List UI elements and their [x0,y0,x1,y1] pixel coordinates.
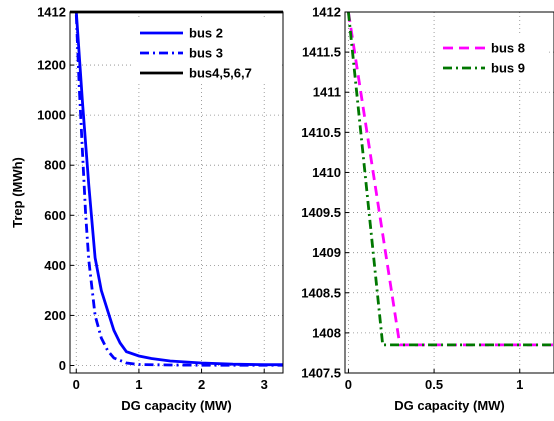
legend-label: bus 3 [189,46,223,61]
legend-label: bus 9 [491,61,525,76]
chart-panel-1: 0 1 2 3 0 200 400 600 800 1000 1200 1412 DG capacity… [10,5,284,413]
y-tick-label: 1407.5 [301,366,341,381]
y-tick-label: 800 [44,158,66,173]
legend: bus 2 bus 3 bus4,5,6,7 [134,20,279,84]
x-tick-label: 1 [135,377,142,392]
y-tick-label: 400 [44,258,66,273]
x-tick-label: 0 [345,377,352,392]
y-tick-label: 600 [44,208,66,223]
legend-label: bus4,5,6,7 [189,66,252,81]
y-tick-label: 1000 [37,108,66,123]
y-tick-label: 1411.5 [302,45,341,60]
legend: bus 8 bus 9 [437,35,547,79]
x-tick-label: 0.5 [425,377,443,392]
y-tick-label: 1409.5 [301,205,341,220]
y-axis-label: Trep (MWh) [10,157,25,228]
x-tick-label: 0 [73,377,80,392]
y-tick-label: 0 [59,358,66,373]
y-tick-label: 200 [44,308,66,323]
y-tick-label: 1411 [313,85,341,100]
axes-frame [344,11,554,374]
y-tick-label: 1410 [312,165,341,180]
y-tick-label: 1408 [312,325,341,340]
y-tick-label: 1409 [312,245,341,260]
legend-box [437,35,547,79]
x-tick-label: 1 [516,377,523,392]
chart-panel-2: 0 0.5 1 1407.5 1408 1408.5 1409 1409.5 1410 1410.… [301,5,554,413]
y-tick-label: 1412 [312,5,341,20]
legend-label: bus 8 [491,41,525,56]
series-line-bus-8 [347,11,554,347]
x-axis-label: DG capacity (MW) [121,398,232,413]
legend-label: bus 2 [189,26,223,41]
series-line-bus-3 [74,14,283,367]
y-tick-label: 1412 [37,5,66,20]
y-tick-label: 1410.5 [301,125,341,140]
series-line-bus-2 [74,11,283,367]
y-tick-label: 1200 [37,58,66,73]
x-axis-label: DG capacity (MW) [394,398,505,413]
axes-frame [69,11,284,374]
x-tick-label: 3 [261,377,268,392]
y-tick-label: 1408.5 [301,285,341,300]
x-tick-label: 2 [198,377,205,392]
